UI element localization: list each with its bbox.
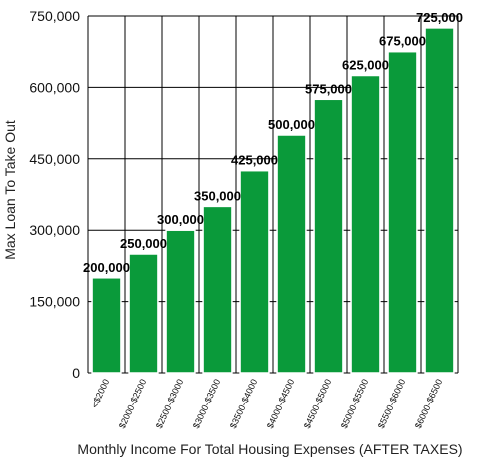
x-tick-label: $2500-$3000: [154, 378, 185, 430]
data-label: 625,000: [342, 58, 389, 73]
bar: [239, 169, 270, 374]
bar: [91, 277, 122, 374]
y-tick-label: 600,000: [29, 79, 80, 95]
bar: [350, 74, 381, 374]
x-axis-title: Monthly Income For Total Housing Expense…: [77, 441, 462, 457]
bar: [424, 27, 455, 374]
y-tick-label: 450,000: [29, 151, 80, 167]
y-tick-label: 300,000: [29, 222, 80, 238]
x-tick-label: $4000-$4500: [265, 378, 296, 430]
bar: [313, 98, 344, 374]
bar: [128, 253, 159, 374]
data-label: 350,000: [194, 188, 241, 203]
data-labels: 200,000 250,000 300,000 350,000 425,000 500,0…: [83, 10, 463, 275]
x-tick-label: $6000-$6500: [413, 378, 444, 430]
y-axis-title: Max Loan To Take Out: [2, 120, 18, 260]
y-tick-label: 0: [72, 365, 80, 381]
x-tick-label: $5000-$5500: [339, 378, 370, 430]
x-tick-label: $5500-$6000: [376, 378, 407, 430]
x-tick-label: $2000-$2500: [117, 378, 148, 430]
chart-bars: [91, 27, 455, 374]
bar: [276, 134, 307, 374]
x-tick-label: $4500-$5000: [302, 378, 333, 430]
bar: [165, 229, 196, 374]
data-label: 250,000: [120, 236, 167, 251]
data-label: 575,000: [305, 81, 352, 96]
data-label: 675,000: [379, 34, 426, 49]
data-label: 300,000: [157, 212, 204, 227]
y-tick-label: 150,000: [29, 294, 80, 310]
bar: [202, 205, 233, 374]
y-axis-ticks: 0 150,000 300,000 450,000 600,000 750,000: [29, 8, 80, 381]
data-label: 500,000: [268, 117, 315, 132]
data-label: 725,000: [416, 10, 463, 25]
data-label: 200,000: [83, 260, 130, 275]
y-tick-label: 750,000: [29, 8, 80, 24]
x-tick-label: $3000-$3500: [191, 378, 222, 430]
x-tick-label: $3500-$4000: [228, 378, 259, 430]
x-tick-label: <$2000: [89, 378, 111, 410]
x-axis-ticks: <$2000 $2000-$2500 $2500-$3000 $3000-$3500 $…: [89, 378, 444, 430]
data-label: 425,000: [231, 153, 278, 168]
bar: [387, 50, 418, 374]
